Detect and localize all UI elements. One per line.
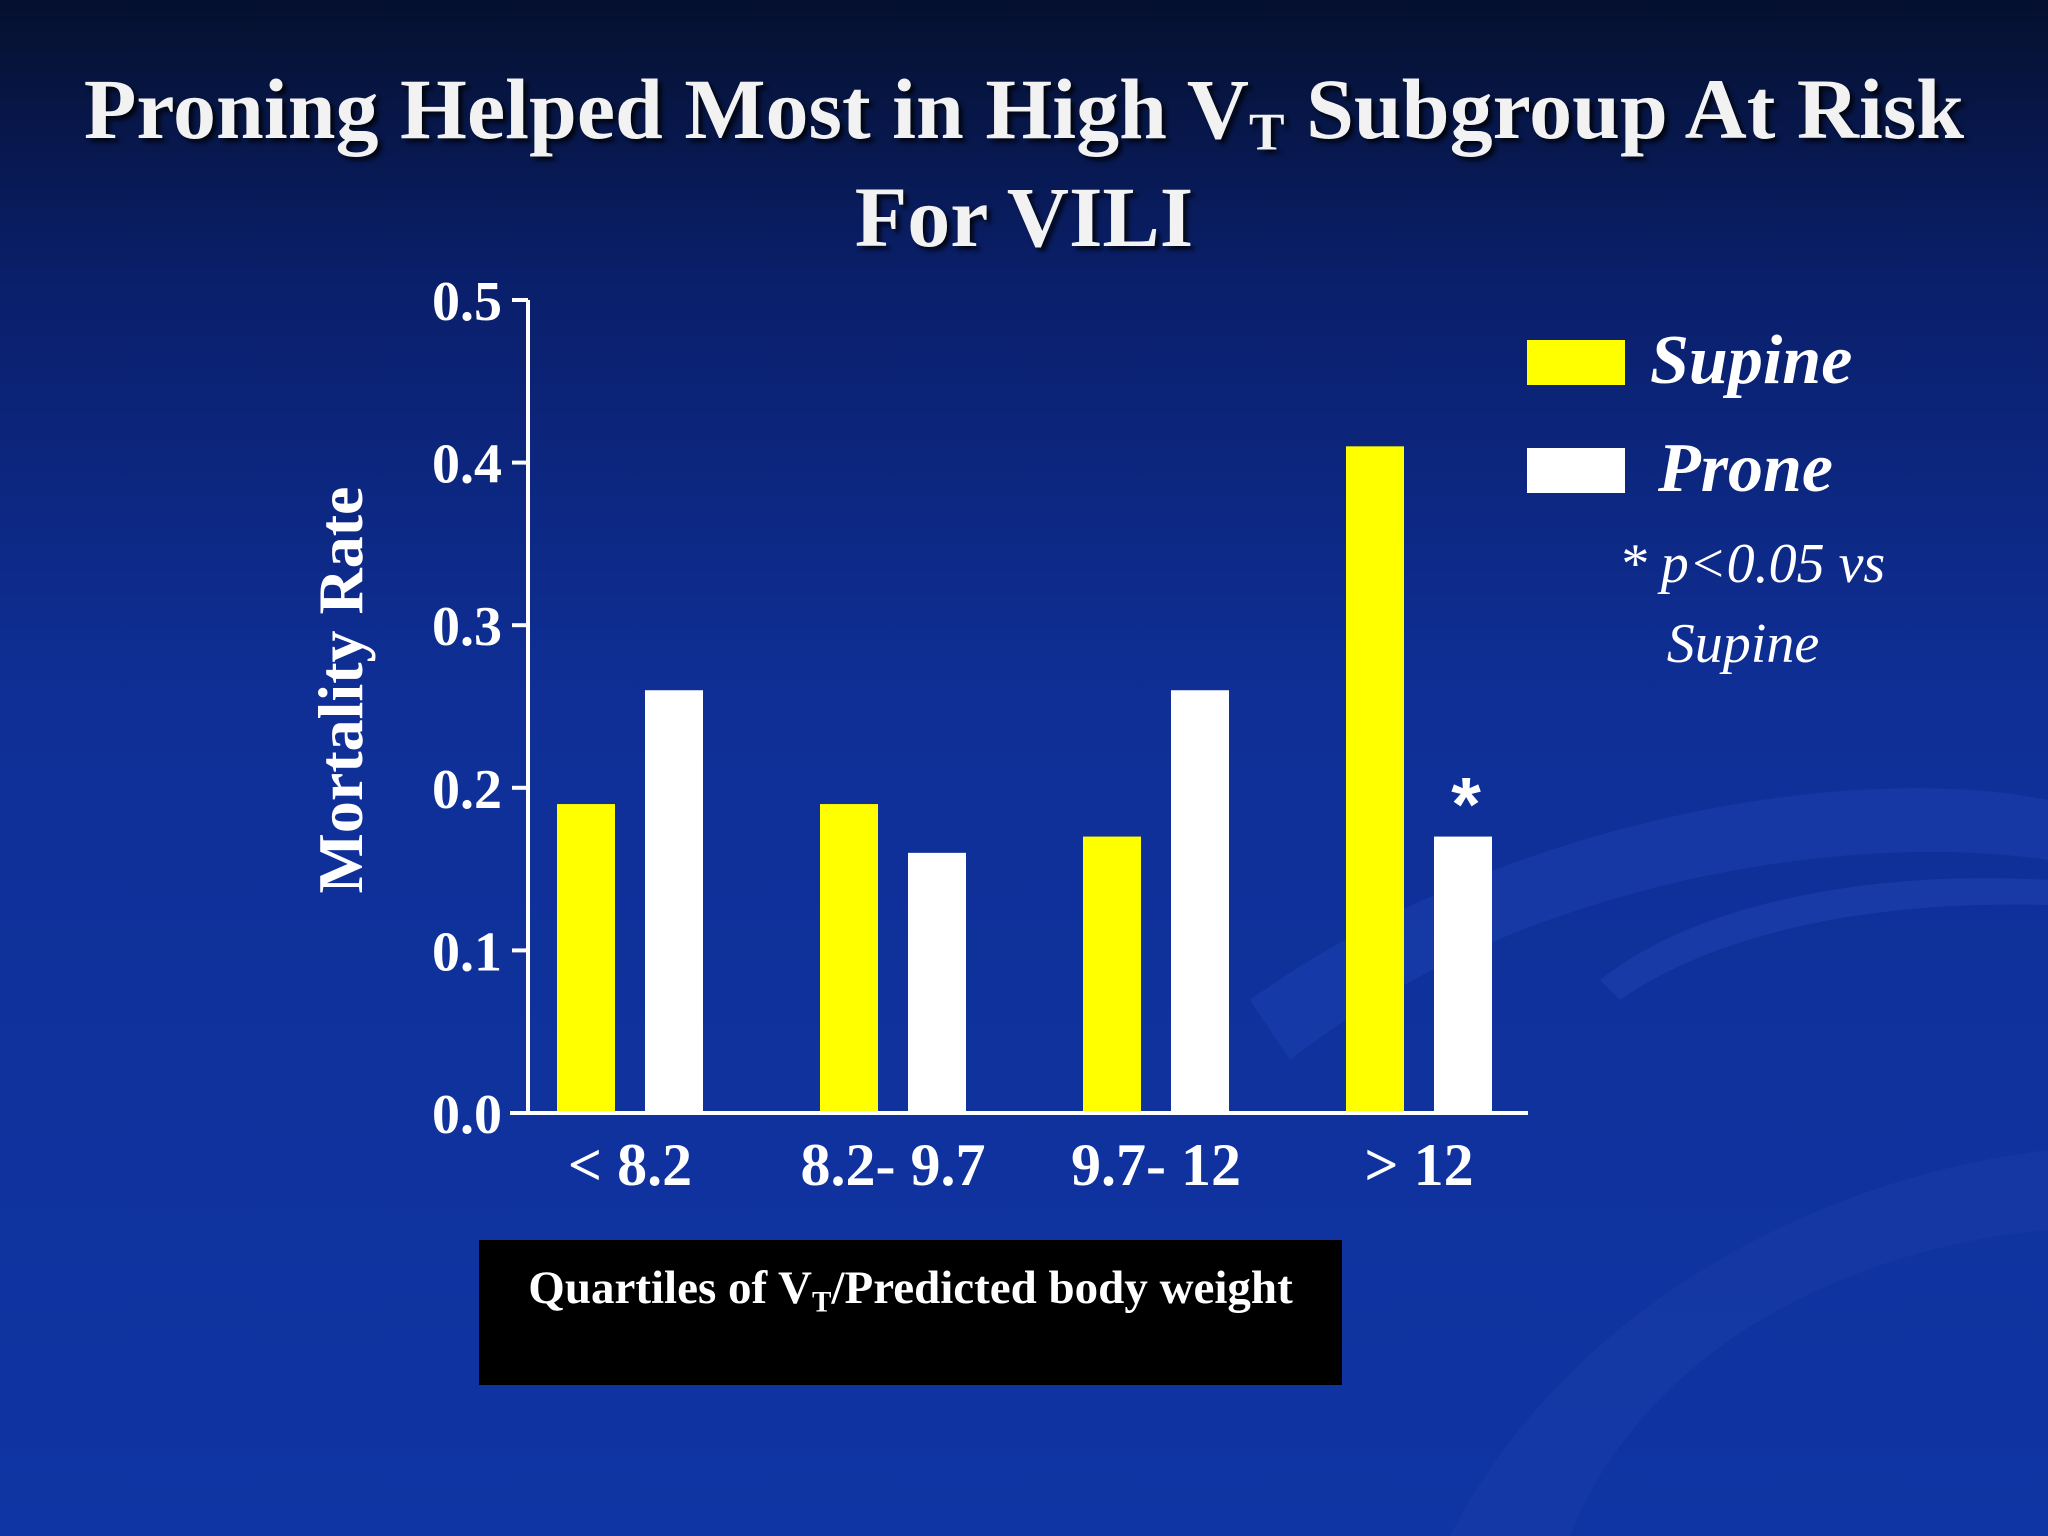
note-line-2: Supine — [1667, 613, 1819, 675]
note-line-1: * p<0.05 vs — [1619, 533, 1885, 595]
bar-supine-2 — [820, 804, 878, 1113]
significance-note: * p<0.05 vs Supine — [1619, 533, 1885, 675]
bar-supine-3 — [1083, 836, 1141, 1113]
legend-label-supine: Supine — [1650, 322, 1852, 399]
significance-star: * — [1451, 763, 1481, 848]
x-tick-label: 9.7- 12 — [1071, 1132, 1241, 1198]
bar-prone-3 — [1171, 690, 1229, 1113]
y-tick-label: 0.1 — [432, 921, 502, 983]
y-axis-title: Mortality Rate — [305, 487, 376, 894]
bar-supine-4 — [1346, 446, 1404, 1114]
x-tick-label: > 12 — [1364, 1132, 1473, 1198]
y-tick-label: 0.0 — [432, 1084, 502, 1146]
y-tick-label: 0.3 — [432, 596, 502, 658]
x-axis: < 8.2 8.2- 9.7 9.7- 12 > 12 — [510, 1111, 1528, 1198]
bar-prone-4 — [1434, 836, 1492, 1113]
y-tick-label: 0.5 — [432, 271, 502, 333]
bar-prone-1 — [645, 690, 703, 1113]
y-axis: 0.0 0.1 0.2 0.3 0.4 0.5 — [432, 271, 530, 1146]
legend-swatch-prone — [1527, 448, 1625, 493]
x-tick-label: 8.2- 9.7 — [801, 1132, 986, 1198]
bar-prone-2 — [908, 852, 966, 1113]
y-tick-label: 0.2 — [432, 759, 502, 821]
bars-group: * — [557, 446, 1492, 1114]
legend-label-prone: Prone — [1657, 430, 1833, 507]
x-tick-label: < 8.2 — [568, 1132, 692, 1198]
bar-supine-1 — [557, 804, 615, 1113]
y-tick-label: 0.4 — [432, 434, 502, 496]
legend: Supine Prone — [1527, 322, 1852, 507]
legend-swatch-supine — [1527, 340, 1625, 385]
x-axis-title: Quartiles of VT/Predicted body weight — [479, 1240, 1342, 1385]
slide-title: Proning Helped Most in High VT Subgroup … — [83, 61, 1965, 265]
